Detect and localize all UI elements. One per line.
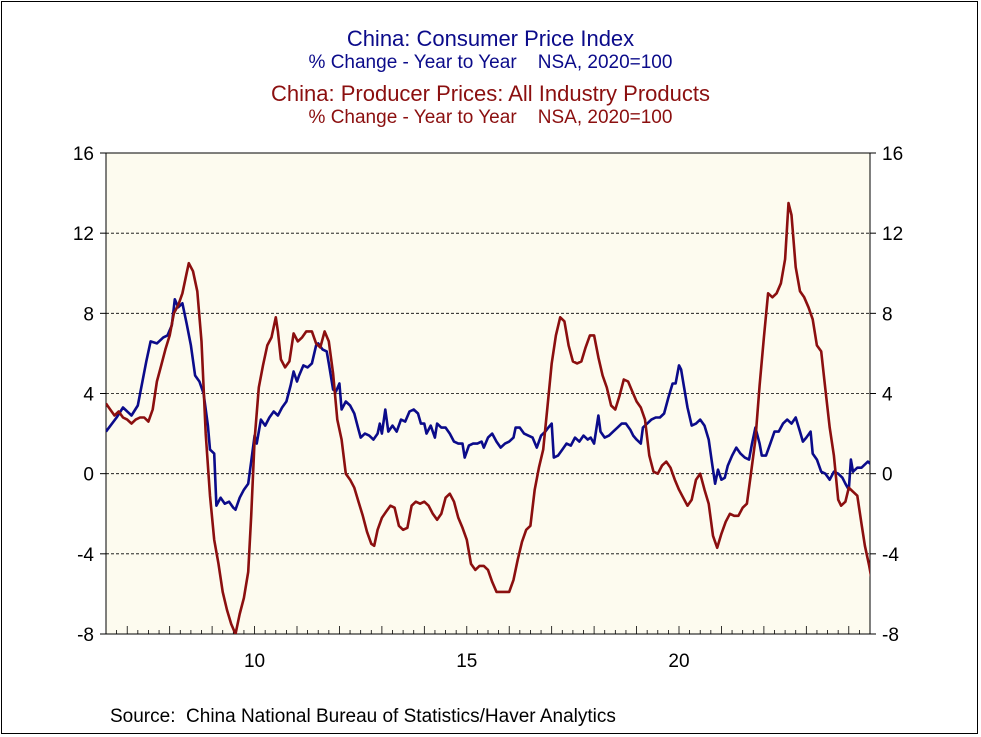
right-y-tick-label: 12: [882, 224, 903, 245]
cpi-series-line: [106, 297, 870, 512]
ppi-subtitle: % Change - Year to Year NSA, 2020=100: [308, 107, 673, 128]
left-y-tick-label: 12: [73, 224, 94, 245]
cpi-title: China: Consumer Price Index: [346, 26, 635, 51]
x-tick-label: 20: [668, 651, 689, 672]
right-y-tick-label: 0: [882, 465, 893, 486]
right-y-tick-label: 4: [882, 385, 893, 406]
source-note: Source: China National Bureau of Statist…: [110, 706, 616, 727]
cpi-subtitle: % Change - Year to Year NSA, 2020=100: [308, 52, 673, 73]
right-y-tick-label: 16: [882, 144, 903, 165]
left-y-tick-label: -4: [77, 545, 94, 566]
left-y-tick-label: 4: [83, 385, 94, 406]
left-y-tick-label: 16: [73, 144, 94, 165]
left-y-tick-label: 8: [83, 304, 94, 325]
left-y-tick-label: -8: [77, 625, 94, 646]
x-tick-label: 10: [244, 651, 265, 672]
ppi-series-line: [106, 201, 870, 634]
right-y-tick-label: 8: [882, 304, 893, 325]
left-y-tick-label: 0: [83, 465, 94, 486]
right-y-tick-label: -4: [882, 545, 899, 566]
right-y-tick-label: -8: [882, 625, 899, 646]
x-tick-label: 15: [456, 651, 477, 672]
ppi-title: China: Producer Prices: All Industry Pro…: [271, 81, 710, 106]
